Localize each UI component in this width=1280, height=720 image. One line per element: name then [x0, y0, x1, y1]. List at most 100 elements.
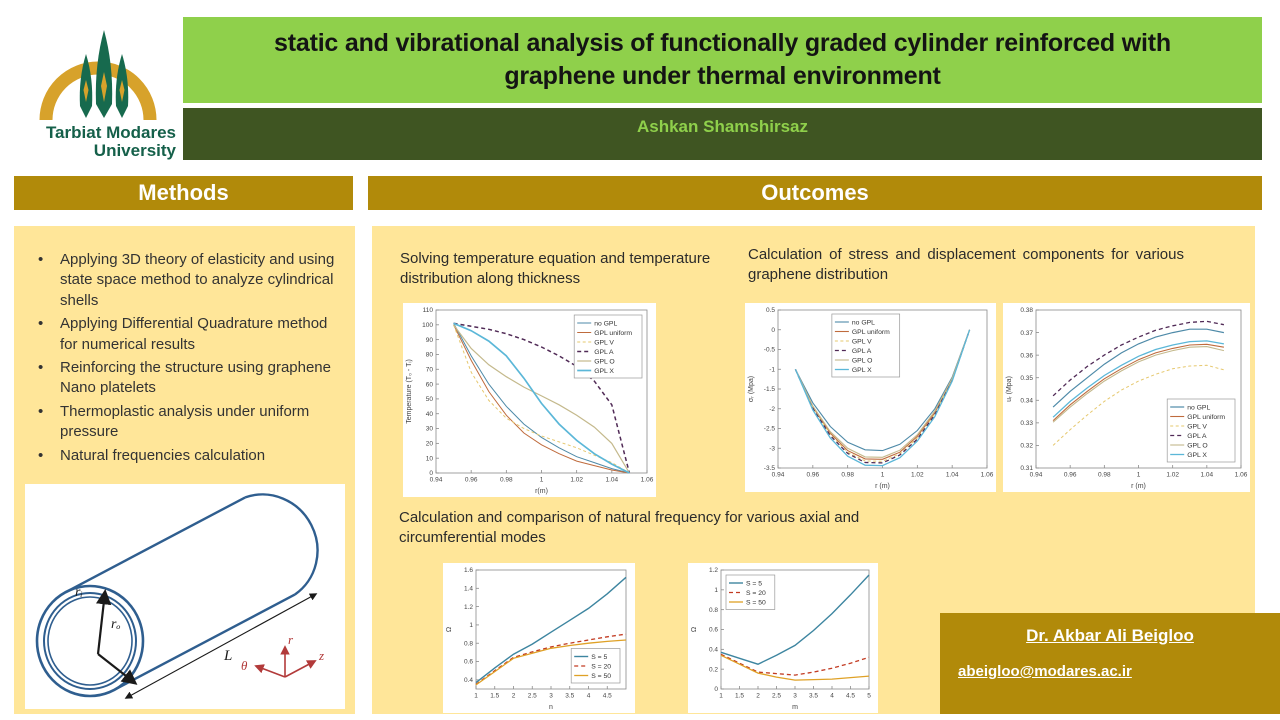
svg-text:70: 70 [426, 366, 434, 373]
line-chart-svg: 1 1.5 2 2.5 3 3.5 4 4.5 0.4 0.6 0.8 1 1.2 1.4 1.6 n Ω S =… [443, 563, 635, 713]
logo-text-line1: Tarbiat Modares [46, 123, 176, 142]
svg-text:0.98: 0.98 [841, 472, 854, 479]
svg-text:0.8: 0.8 [709, 607, 718, 614]
logo-tree-accents [83, 72, 125, 102]
svg-text:1.5: 1.5 [490, 693, 499, 700]
svg-text:2.5: 2.5 [772, 693, 781, 700]
svg-text:1.04: 1.04 [946, 472, 959, 479]
svg-text:0.2: 0.2 [709, 666, 718, 673]
label-length: L [223, 648, 232, 664]
svg-text:GPL uniform: GPL uniform [852, 329, 890, 336]
chart-frequency-circumferential-modes: 1 1.5 2 2.5 3 3.5 4 4.5 0.4 0.6 0.8 1 1.2 1.4 1.6 n Ω S =… [443, 563, 635, 713]
svg-text:GPL A: GPL A [594, 349, 614, 356]
svg-text:GPL A: GPL A [1187, 433, 1207, 440]
svg-text:n: n [549, 704, 553, 711]
svg-text:1.6: 1.6 [464, 567, 473, 574]
svg-text:4: 4 [830, 693, 834, 700]
svg-text:S = 20: S = 20 [746, 590, 766, 597]
svg-text:-3: -3 [769, 445, 775, 452]
svg-text:GPL V: GPL V [1187, 423, 1207, 430]
svg-text:1.06: 1.06 [981, 472, 994, 479]
svg-text:GPL X: GPL X [594, 368, 614, 375]
caption-stress-displacement: Calculation of stress and displacement c… [748, 246, 1184, 284]
line-chart-svg: 0.94 0.96 0.98 1 1.02 1.04 1.06 0.5 0 -0.5 -1 -1.5 -… [745, 303, 996, 492]
svg-text:r (m): r (m) [875, 483, 890, 490]
svg-text:0.4: 0.4 [464, 677, 473, 684]
cylinder-diagram-svg: rᵢ rₒ L r z θ [35, 493, 324, 699]
svg-text:110: 110 [423, 307, 434, 314]
svg-text:-2.5: -2.5 [764, 426, 776, 433]
caption-temperature: Solving temperature equation and tempera… [400, 250, 711, 288]
svg-text:S = 50: S = 50 [746, 599, 766, 606]
svg-text:5: 5 [867, 693, 871, 700]
logo-text-line2: University [94, 141, 177, 160]
svg-text:2: 2 [512, 693, 516, 700]
svg-text:1.2: 1.2 [709, 567, 718, 574]
svg-text:10: 10 [426, 455, 434, 462]
svg-text:90: 90 [426, 337, 434, 344]
svg-text:1: 1 [714, 587, 718, 594]
svg-text:1.2: 1.2 [464, 604, 473, 611]
methods-bullet: Natural frequencies calculation [32, 446, 343, 467]
svg-text:1.06: 1.06 [1235, 472, 1248, 479]
svg-text:GPL X: GPL X [1187, 452, 1207, 459]
contact-box: Dr. Akbar Ali Beigloo abeigloo@modares.a… [940, 613, 1280, 714]
svg-text:4: 4 [587, 693, 591, 700]
methods-bullet: Applying Differential Quadrature method … [32, 314, 343, 355]
methods-panel: Applying 3D theory of elasticity and usi… [14, 226, 355, 714]
svg-text:0.38: 0.38 [1020, 307, 1033, 314]
label-axis-theta: θ [241, 658, 248, 673]
svg-text:no GPL: no GPL [594, 320, 617, 327]
line-chart-svg: 0.94 0.96 0.98 1 1.02 1.04 1.06 0 10 20 30 40 50 60 70… [403, 303, 656, 497]
svg-text:4.5: 4.5 [603, 693, 612, 700]
svg-text:0.37: 0.37 [1020, 330, 1033, 337]
svg-text:0.94: 0.94 [430, 477, 443, 484]
svg-text:r (m): r (m) [1131, 483, 1146, 490]
svg-text:S = 20: S = 20 [591, 663, 611, 670]
methods-bullet: Applying 3D theory of elasticity and usi… [32, 250, 343, 311]
svg-text:3.5: 3.5 [565, 693, 574, 700]
svg-text:GPL X: GPL X [852, 367, 872, 374]
svg-text:GPL A: GPL A [852, 348, 872, 355]
svg-text:0.8: 0.8 [464, 640, 473, 647]
svg-text:GPL O: GPL O [852, 357, 873, 364]
label-outer-radius: rₒ [111, 617, 120, 632]
svg-text:0: 0 [429, 470, 433, 477]
svg-text:0.96: 0.96 [807, 472, 820, 479]
label-inner-radius: rᵢ [75, 585, 83, 600]
svg-text:1: 1 [1137, 472, 1141, 479]
caption-natural-frequency: Calculation and comparison of natural fr… [399, 509, 860, 547]
svg-text:Temperature (T₀ - Tᵢ): Temperature (T₀ - Tᵢ) [406, 359, 413, 424]
chart-radial-stress: 0.94 0.96 0.98 1 1.02 1.04 1.06 0.5 0 -0.5 -1 -1.5 -… [745, 303, 996, 492]
svg-text:0.94: 0.94 [772, 472, 785, 479]
label-axis-r: r [288, 632, 294, 647]
svg-text:3.5: 3.5 [809, 693, 818, 700]
svg-text:1.02: 1.02 [911, 472, 924, 479]
svg-text:1.5: 1.5 [735, 693, 744, 700]
svg-text:2.5: 2.5 [528, 693, 537, 700]
svg-text:S = 5: S = 5 [591, 654, 607, 661]
coordinate-axes [254, 645, 317, 678]
svg-text:1.04: 1.04 [606, 477, 619, 484]
svg-text:0.98: 0.98 [500, 477, 513, 484]
svg-text:GPL O: GPL O [594, 358, 615, 365]
methods-bullet-list: Applying 3D theory of elasticity and usi… [14, 226, 355, 466]
university-logo: Tarbiat Modares University [39, 30, 177, 160]
contact-email[interactable]: abeigloo@modares.ac.ir [958, 663, 1132, 680]
svg-text:3: 3 [793, 693, 797, 700]
svg-text:0.32: 0.32 [1020, 443, 1033, 450]
svg-text:-1: -1 [769, 366, 775, 373]
svg-text:0: 0 [771, 327, 775, 334]
svg-text:0.96: 0.96 [465, 477, 478, 484]
svg-text:S = 5: S = 5 [746, 580, 762, 587]
title-banner: static and vibrational analysis of funct… [183, 17, 1262, 103]
svg-text:uᵣ (Mpa): uᵣ (Mpa) [1006, 376, 1013, 402]
svg-text:-1.5: -1.5 [764, 386, 776, 393]
svg-text:0.6: 0.6 [709, 627, 718, 634]
chart-radial-displacement: 0.94 0.96 0.98 1 1.02 1.04 1.06 0.31 0.32 0.33 0.3… [1003, 303, 1250, 492]
svg-text:Ω: Ω [446, 627, 453, 632]
svg-text:no GPL: no GPL [1187, 404, 1210, 411]
line-chart-svg: 1 1.5 2 2.5 3 3.5 4 4.5 5 0 0.2 0.4 0.6 0.8 1 1.2 m Ω S = … [688, 563, 878, 713]
svg-text:0.6: 0.6 [464, 659, 473, 666]
